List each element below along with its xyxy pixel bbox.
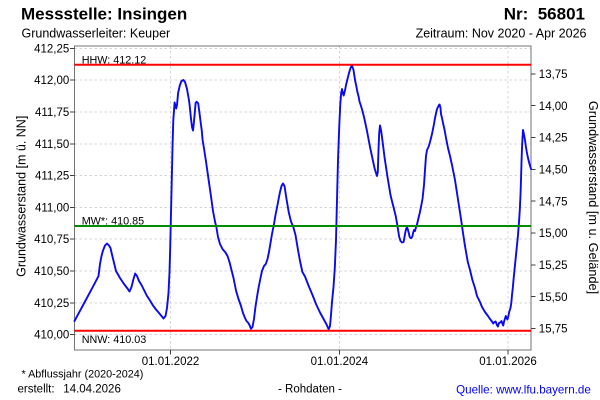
svg-text:410,00: 410,00	[34, 330, 69, 342]
svg-text:14.04.2026: 14.04.2026	[63, 383, 121, 395]
svg-text:410,50: 410,50	[34, 266, 69, 278]
svg-text:01.01.2022: 01.01.2022	[142, 356, 200, 368]
svg-text:14,50: 14,50	[539, 165, 568, 177]
svg-text:Messstelle: Insingen: Messstelle: Insingen	[21, 4, 187, 23]
svg-text:- Rohdaten -: - Rohdaten -	[278, 383, 342, 395]
svg-text:Nr: 56801: Nr: 56801	[504, 4, 585, 23]
svg-text:NNW: 410.03: NNW: 410.03	[82, 334, 147, 346]
svg-text:411,50: 411,50	[35, 139, 69, 151]
svg-text:411,00: 411,00	[35, 202, 69, 214]
svg-text:MW*: 410.85: MW*: 410.85	[82, 216, 144, 228]
svg-text:Grundwasserleiter: Keuper: Grundwasserleiter: Keuper	[22, 27, 171, 41]
svg-text:HHW: 412.12: HHW: 412.12	[82, 55, 147, 67]
svg-text:13,75: 13,75	[539, 69, 568, 81]
svg-text:14,25: 14,25	[539, 133, 568, 145]
svg-text:Zeitraum: Nov 2020 - Apr 2026: Zeitraum: Nov 2020 - Apr 2026	[416, 27, 587, 41]
svg-text:01.01.2024: 01.01.2024	[311, 356, 369, 368]
svg-text:412,25: 412,25	[34, 43, 69, 55]
svg-text:411,25: 411,25	[35, 171, 69, 183]
svg-text:15,75: 15,75	[539, 324, 568, 336]
svg-text:15,00: 15,00	[539, 228, 568, 240]
svg-text:Grundwasserstand [m ü. NN]: Grundwasserstand [m ü. NN]	[15, 116, 29, 277]
svg-text:410,75: 410,75	[34, 234, 69, 246]
svg-text:* Abflussjahr (2020-2024): * Abflussjahr (2020-2024)	[22, 369, 144, 381]
svg-text:410,25: 410,25	[34, 298, 69, 310]
svg-text:Quelle: www.lfu.bayern.de: Quelle: www.lfu.bayern.de	[456, 383, 591, 396]
svg-text:411,75: 411,75	[35, 107, 69, 119]
svg-text:14,00: 14,00	[539, 101, 568, 113]
svg-text:01.01.2026: 01.01.2026	[479, 356, 537, 368]
svg-text:15,50: 15,50	[539, 292, 568, 304]
svg-text:14,75: 14,75	[539, 196, 568, 208]
svg-text:erstellt:: erstellt:	[18, 383, 55, 395]
svg-text:15,25: 15,25	[539, 260, 568, 272]
svg-text:Grundwasserstand [m u. Gelände: Grundwasserstand [m u. Gelände]	[586, 101, 600, 294]
svg-text:412,00: 412,00	[34, 75, 69, 87]
